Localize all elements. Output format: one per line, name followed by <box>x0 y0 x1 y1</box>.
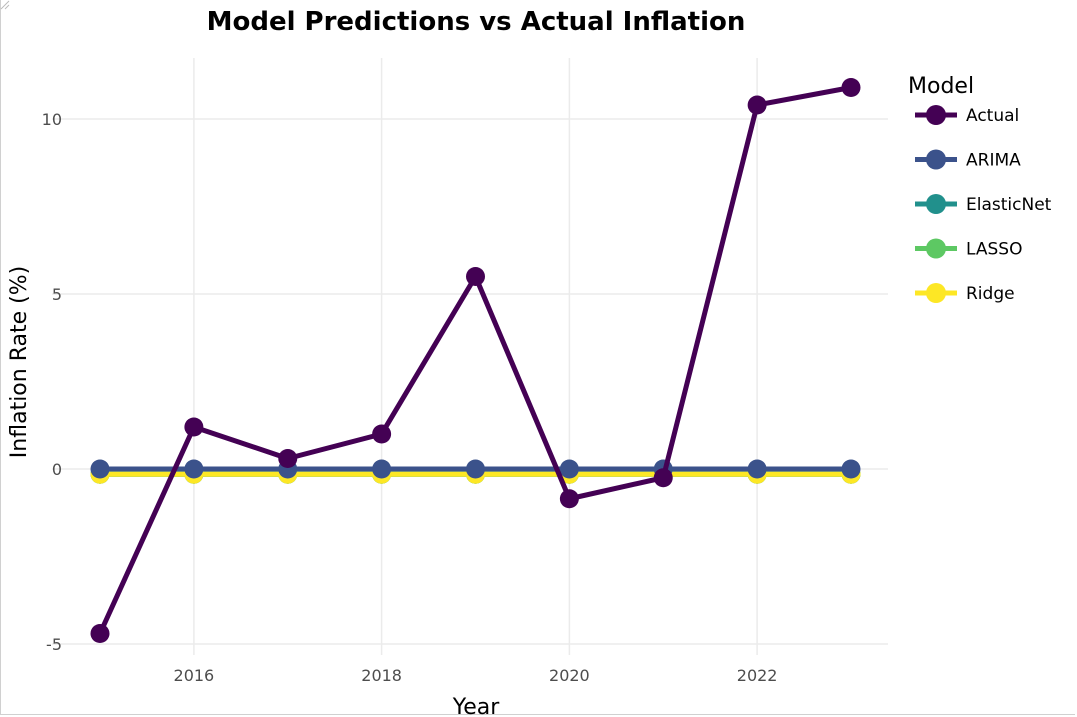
y-axis-title: Inflation Rate (%) <box>7 266 32 458</box>
legend-key-point <box>926 283 946 303</box>
x-axis-title: Year <box>452 695 501 717</box>
data-point <box>466 459 485 479</box>
legend-label: ElasticNet <box>966 195 1052 215</box>
legend-item-arima: ARIMA <box>915 149 1021 171</box>
data-point <box>184 459 204 479</box>
legend-key-point <box>926 238 946 259</box>
legend-item-actual: Actual <box>915 105 1019 126</box>
legend-label: ARIMA <box>966 151 1021 171</box>
data-point <box>841 459 861 479</box>
legend-label: LASSO <box>966 240 1022 260</box>
x-tick-label: 2020 <box>549 666 590 685</box>
data-point <box>184 417 204 437</box>
data-point <box>653 468 673 488</box>
x-tick-label: 2018 <box>361 666 402 685</box>
legend-key-point <box>926 105 946 125</box>
data-point <box>841 78 861 97</box>
legend-label: Ridge <box>966 284 1015 304</box>
y-tick-label: -5 <box>46 635 62 654</box>
data-point <box>747 95 767 115</box>
data-point <box>466 267 485 286</box>
legend: Model Actual ARIMA ElasticNet LASSO Ridge <box>908 74 1052 304</box>
data-point <box>372 424 392 444</box>
data-point <box>90 459 110 479</box>
y-tick-label: 10 <box>42 110 62 129</box>
series-actual <box>90 78 861 643</box>
data-point <box>90 624 110 643</box>
legend-key-point <box>926 149 946 170</box>
x-tick-label: 2016 <box>174 666 215 685</box>
resize-grip-icon[interactable] <box>0 0 10 10</box>
series-layer <box>90 78 861 643</box>
grid-lines <box>52 58 888 655</box>
series-arima <box>90 459 861 479</box>
chart-title: Model Predictions vs Actual Inflation <box>207 7 746 37</box>
legend-label: Actual <box>966 106 1019 126</box>
x-tick-label: 2022 <box>737 666 778 685</box>
legend-key-point <box>926 194 946 214</box>
y-tick-label: 5 <box>52 285 62 304</box>
data-point <box>559 459 579 479</box>
data-point <box>559 489 579 509</box>
data-point <box>278 449 298 468</box>
series-line <box>97 85 854 636</box>
data-point <box>372 459 392 479</box>
legend-title: Model <box>908 74 974 99</box>
legend-item-elasticnet: ElasticNet <box>915 194 1052 215</box>
data-point <box>747 459 767 479</box>
legend-item-ridge: Ridge <box>915 283 1015 304</box>
legend-item-lasso: LASSO <box>915 238 1022 260</box>
tick-labels: 2016 2018 2020 2022 -5 0 5 10 <box>42 110 778 685</box>
y-tick-label: 0 <box>52 460 62 479</box>
